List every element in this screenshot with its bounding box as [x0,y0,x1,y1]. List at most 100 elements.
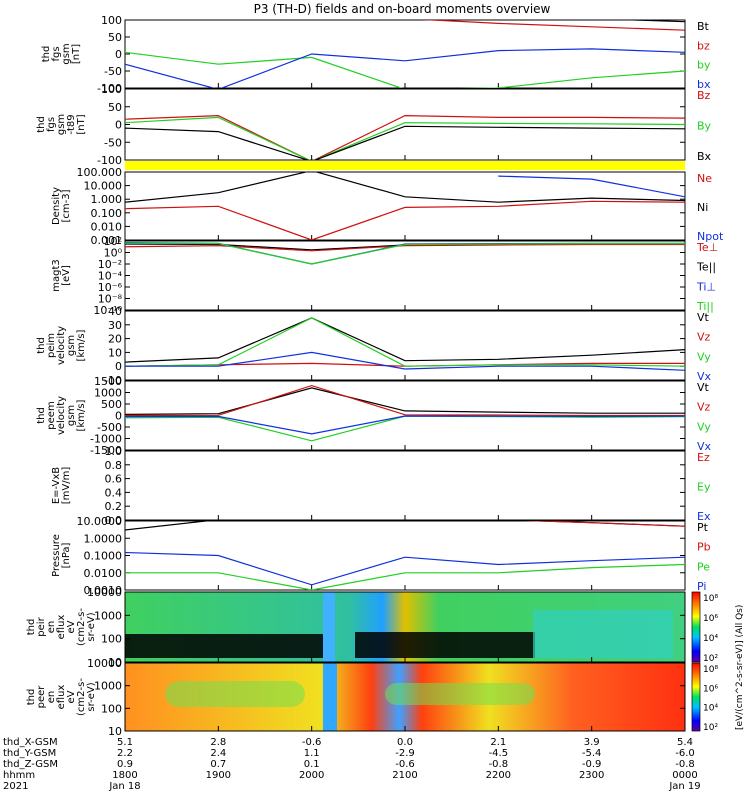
x-row-value: 1800 [112,770,137,781]
legend-temperature-3: Ti|| [696,300,714,313]
x-row-value: Jan 18 [108,781,140,792]
x-row-value: -5.4 [582,748,602,759]
y-axis-label-line: [nPa] [61,542,72,568]
y-tick-label: 50 [108,31,122,44]
panel-frame-efield [124,450,686,521]
legend-fgs-t89-2: Bx [697,150,712,163]
y-tick-label: 100.000 [77,166,123,179]
panel-frame-peim [124,310,686,381]
x-row-value: 5.1 [117,737,133,748]
y-axis-label-line: en [46,621,57,634]
y-tick-label: -50 [104,65,122,78]
series-0-bx [125,48,685,88]
y-tick-label: -1000 [90,433,122,446]
y-tick-label: 0.2 [105,500,123,513]
x-axis-labels: thd_X-GSM 5.1 2.8 -0.6 0.0 2.1 3.9 5.4 thd_Y-GSM… [3,737,701,792]
y-tick-label: 100 [101,633,122,646]
y-tick-label: 0 [115,360,122,373]
y-axis-label-line: Density [51,187,62,225]
y-axis-label-line: [eV] [61,265,72,286]
y-tick-label: 1000 [94,387,122,400]
y-tick-label: 10⁻² [98,258,122,271]
x-row-value: 0.1 [304,759,320,770]
y-axis-label-line: eV [66,620,77,633]
colorbar-peer [691,662,701,732]
series-2-Npot [498,175,685,198]
y-axis-label-line: eV [66,690,77,703]
y-tick-label: 10⁻⁴ [98,270,123,283]
x-row-value: -0.8 [489,759,509,770]
y-tick-label: 1.0000 [84,532,123,545]
y-axis-label-line: sr-eV) [86,612,97,641]
x-row-value: 5.4 [677,737,693,748]
y-axis-label-line: (cm2-s- [76,608,87,646]
legend-peem-1: Vz [697,401,711,414]
legend-density-0: Ne [697,172,712,185]
legend-fgs-2: by [697,59,711,72]
y-tick-label: 10.0000 [77,515,123,528]
y-tick-label: 1500 [94,375,122,388]
x-row-label: 2021 [3,781,28,792]
y-tick-label: 1000 [94,609,122,622]
y-tick-label: 0.4 [105,486,123,499]
legend-peim-2: Vy [697,350,711,363]
y-tick-label: 0.100 [91,207,123,220]
legend-pressure-0: Pt [697,521,709,534]
x-row-value: 0.0 [397,737,413,748]
y-tick-label: 500 [101,398,122,411]
y-axis-label-line: (cm2-s- [76,678,87,716]
series-4-Vt [125,317,685,363]
y-tick-label: 0 [115,410,122,423]
y-axis-label-line: thd [26,689,37,706]
y-tick-label: 0.8 [105,459,123,472]
x-row-value: 2200 [486,770,511,781]
legend-fgs-0: Bt [697,20,710,33]
series-2-Ne [125,200,685,240]
series-5-Vy [125,415,685,442]
x-row-value: 2.1 [490,737,506,748]
legend-peim-3: Vx [697,370,712,383]
x-row-value: 1900 [206,770,231,781]
legend-peim-1: Vz [697,331,711,344]
y-tick-label: 0.0010 [84,584,123,597]
y-axis-label-line: eflux [56,685,67,710]
y-axis-label-line: E=-VxB [51,467,62,504]
x-row-value: -0.6 [395,759,415,770]
y-axis-label-line: -t89 [66,114,77,134]
y-tick-label: 40 [108,305,122,318]
y-tick-label: 100 [101,83,122,96]
y-tick-label: 10.000 [84,180,123,193]
flag-bar [125,161,685,170]
legend-peem-3: Vx [697,440,712,453]
y-axis-label-line: [nT] [71,44,82,64]
series-3-Te⊥ [125,243,685,252]
series-1-Bz [125,114,685,160]
y-tick-label: 10 [108,725,122,738]
x-row-value: 1.1 [304,748,320,759]
curves-group [125,20,685,590]
y-axis-label-line: gsm [61,43,72,64]
y-axis-label-line: magt3 [51,259,62,292]
series-1-By [125,116,685,160]
y-tick-label: 50 [108,101,122,114]
series-3-Ti|| [125,242,685,265]
x-row-value: 0000 [672,770,697,781]
legend-peem-2: Vy [697,420,711,433]
panel-peir: 10000 1000 100 10 thd peir en eflux eV (cm2-s-sr-… [26,586,686,669]
peer-gap [323,663,337,731]
x-row-value: 2.8 [210,737,226,748]
legend-temperature-1: Te|| [696,261,716,274]
y-tick-label: 10⁻⁸ [98,293,123,306]
legend-density-1: Ni [697,201,708,214]
x-row-label: thd_Z-GSM [3,759,58,770]
series-0-bz [420,20,685,31]
x-row-value: Jan 19 [668,781,700,792]
legend-pressure-1: Pb [697,541,711,554]
y-axis-label-line: [km/s] [76,329,87,361]
y-axis-label-line: peim [46,333,57,358]
y-tick-label: 0.010 [91,220,123,233]
